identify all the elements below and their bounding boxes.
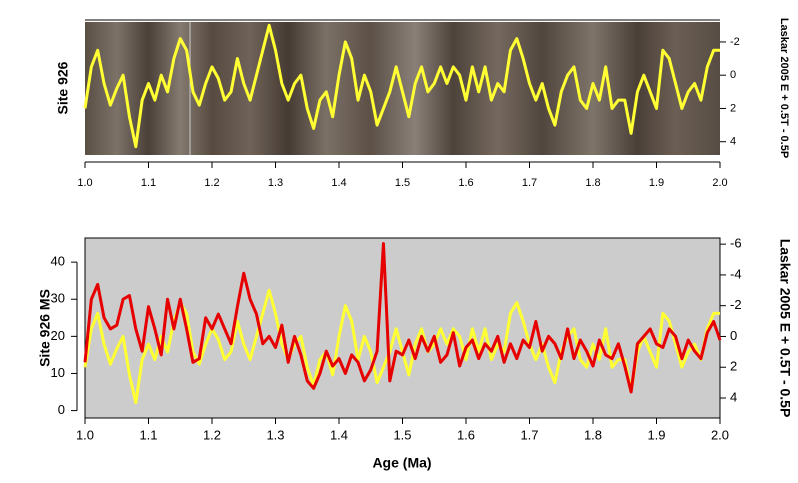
x-tick-label: 1.8 bbox=[585, 177, 600, 189]
x-tick-label: 1.2 bbox=[204, 177, 219, 189]
x-tick-label: 2.0 bbox=[712, 177, 727, 189]
x-tick-label: 1.0 bbox=[77, 177, 92, 189]
x-tick-label: 1.2 bbox=[203, 427, 221, 442]
data-line bbox=[83, 23, 720, 149]
x-tick-label: 1.9 bbox=[647, 427, 665, 442]
y-axis-title: Site 926 MS bbox=[37, 289, 53, 367]
x-tick-label: 1.1 bbox=[141, 177, 156, 189]
y-tick-label: 20 bbox=[51, 328, 65, 343]
x-tick-label: 1.4 bbox=[330, 427, 348, 442]
y-tick-label: 10 bbox=[51, 365, 65, 380]
y-tick-label: 0 bbox=[58, 402, 65, 417]
x-tick-label: 2.0 bbox=[711, 427, 729, 442]
x-tick-label: 1.6 bbox=[457, 427, 475, 442]
x-tick-label: 1.1 bbox=[139, 427, 157, 442]
y2-tick-label: 4 bbox=[730, 136, 736, 148]
y2-tick-label: 0 bbox=[730, 69, 736, 81]
x-tick-label: 1.0 bbox=[76, 427, 94, 442]
plot-background bbox=[84, 237, 721, 419]
y2-tick-label: -2 bbox=[730, 36, 740, 48]
y2-axis-title: Laskar 2005 E + 0.5T - 0.5P bbox=[778, 18, 790, 158]
y2-tick-label: 2 bbox=[730, 102, 736, 114]
y-tick-label: 40 bbox=[51, 254, 65, 269]
y2-tick-label: 2 bbox=[730, 359, 737, 374]
x-tick-label: 1.9 bbox=[649, 177, 664, 189]
x-tick-label: 1.5 bbox=[393, 427, 411, 442]
x-tick-label: 1.7 bbox=[520, 427, 538, 442]
data-line bbox=[83, 242, 722, 394]
y2-tick-label: 4 bbox=[730, 389, 737, 404]
x-tick-label: 1.8 bbox=[584, 427, 602, 442]
x-tick-label: 1.5 bbox=[395, 177, 410, 189]
x-tick-label: 1.3 bbox=[268, 177, 283, 189]
x-tick-label: 1.7 bbox=[522, 177, 537, 189]
y2-tick-label: -2 bbox=[730, 297, 742, 312]
y2-axis-title: Laskar 2005 E + 0.5T - 0.5P bbox=[777, 239, 793, 418]
y2-tick-label: -6 bbox=[730, 236, 742, 251]
y-tick-label: 30 bbox=[51, 291, 65, 306]
y-axis-title: Site 926 bbox=[55, 61, 71, 114]
x-axis-title: Age (Ma) bbox=[372, 455, 431, 471]
x-tick-label: 1.3 bbox=[266, 427, 284, 442]
y2-tick-label: -4 bbox=[730, 266, 742, 281]
y2-tick-label: 0 bbox=[730, 328, 737, 343]
x-tick-label: 1.6 bbox=[458, 177, 473, 189]
x-tick-label: 1.4 bbox=[331, 177, 346, 189]
